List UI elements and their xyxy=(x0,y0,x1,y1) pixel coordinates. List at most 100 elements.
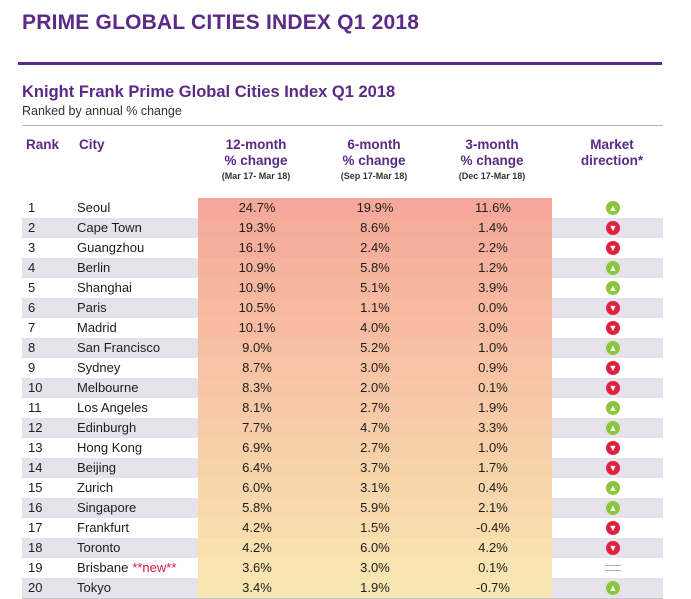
change-3-month-cell: 0.0% xyxy=(434,298,552,318)
title-divider xyxy=(18,62,662,65)
table-row: 4 Berlin 10.9% 5.8% 1.2% ▲ xyxy=(22,258,663,278)
change-6-month-cell: 1.1% xyxy=(316,298,434,318)
city-name: Paris xyxy=(77,300,107,315)
market-direction-cell: ▲ xyxy=(600,418,626,438)
header-3-month-line2: % change xyxy=(460,153,524,168)
change-6-month-cell: 6.0% xyxy=(316,538,434,558)
change-3-month-cell: 3.3% xyxy=(434,418,552,438)
flat-line-icon xyxy=(605,565,621,571)
header-divider xyxy=(22,125,663,126)
city-cell: Hong Kong xyxy=(77,438,142,458)
down-arrow-icon: ▼ xyxy=(606,541,620,555)
down-arrow-icon: ▼ xyxy=(606,521,620,535)
change-3-month-cell: 1.9% xyxy=(434,398,552,418)
change-3-month-cell: 1.0% xyxy=(434,438,552,458)
market-direction-cell: ▲ xyxy=(600,258,626,278)
change-6-month-cell: 1.5% xyxy=(316,518,434,538)
change-12-month-cell: 9.0% xyxy=(198,338,316,358)
up-arrow-icon: ▲ xyxy=(606,501,620,515)
city-name: Singapore xyxy=(77,500,137,515)
market-direction-cell: ▼ xyxy=(600,518,626,538)
city-cell: Shanghai xyxy=(77,278,132,298)
down-arrow-icon: ▼ xyxy=(606,301,620,315)
city-name: Melbourne xyxy=(77,380,139,395)
change-6-month-cell: 5.8% xyxy=(316,258,434,278)
table-row: 10 Melbourne 8.3% 2.0% 0.1% ▼ xyxy=(22,378,663,398)
change-6-month-cell: 5.2% xyxy=(316,338,434,358)
change-3-month-cell: 1.7% xyxy=(434,458,552,478)
city-name: Cape Town xyxy=(77,220,142,235)
change-6-month-cell: 5.1% xyxy=(316,278,434,298)
rank-cell: 20 xyxy=(28,580,43,595)
city-cell: Sydney xyxy=(77,358,120,378)
change-12-month-cell: 4.2% xyxy=(198,518,316,538)
table-row: 12 Edinburgh 7.7% 4.7% 3.3% ▲ xyxy=(22,418,663,438)
header-12-month-line1: 12-month xyxy=(225,137,287,152)
city-cell: Melbourne xyxy=(77,378,138,398)
header-3-month-period: (Dec 17-Mar 18) xyxy=(458,171,526,181)
table-row: 19 Brisbane **new** 3.6% 3.0% 0.1% xyxy=(22,558,663,578)
rank-cell: 9 xyxy=(28,360,36,375)
change-12-month-cell: 7.7% xyxy=(198,418,316,438)
table-row: 11 Los Angeles 8.1% 2.7% 1.9% ▲ xyxy=(22,398,663,418)
header-6-month-line1: 6-month xyxy=(347,137,401,152)
market-direction-cell: ▲ xyxy=(600,398,626,418)
table-row: 1 Seoul 24.7% 19.9% 11.6% ▲ xyxy=(22,198,663,218)
market-direction-cell: ▼ xyxy=(600,358,626,378)
city-name: Sydney xyxy=(77,360,121,375)
market-direction-cell: ▲ xyxy=(600,478,626,498)
table-subtitle: Ranked by annual % change xyxy=(22,104,182,118)
city-cell: Beijing xyxy=(77,458,116,478)
city-cell: Toronto xyxy=(77,538,120,558)
change-3-month-cell: 11.6% xyxy=(434,198,552,218)
rank-cell: 18 xyxy=(28,540,43,555)
change-3-month-cell: 1.2% xyxy=(434,258,552,278)
rank-cell: 5 xyxy=(28,280,36,295)
header-rank: Rank xyxy=(26,137,60,152)
change-6-month-cell: 3.1% xyxy=(316,478,434,498)
change-12-month-cell: 10.9% xyxy=(198,278,316,298)
city-cell: Frankfurt xyxy=(77,518,129,538)
rank-cell: 14 xyxy=(28,460,43,475)
city-name: Edinburgh xyxy=(77,420,137,435)
table-row: 7 Madrid 10.1% 4.0% 3.0% ▼ xyxy=(22,318,663,338)
header-12-month-line2: % change xyxy=(224,153,288,168)
change-12-month-cell: 6.9% xyxy=(198,438,316,458)
rank-cell: 7 xyxy=(28,320,36,335)
change-12-month-cell: 5.8% xyxy=(198,498,316,518)
city-name: Los Angeles xyxy=(77,400,148,415)
down-arrow-icon: ▼ xyxy=(606,321,620,335)
change-6-month-cell: 2.7% xyxy=(316,398,434,418)
change-3-month-cell: 0.4% xyxy=(434,478,552,498)
change-3-month-cell: 2.1% xyxy=(434,498,552,518)
up-arrow-icon: ▲ xyxy=(606,481,620,495)
table-row: 15 Zurich 6.0% 3.1% 0.4% ▲ xyxy=(22,478,663,498)
change-12-month-cell: 10.9% xyxy=(198,258,316,278)
change-3-month-cell: 1.0% xyxy=(434,338,552,358)
market-direction-cell: ▼ xyxy=(600,238,626,258)
city-name: Shanghai xyxy=(77,280,132,295)
market-direction-cell: ▼ xyxy=(600,458,626,478)
city-name: Hong Kong xyxy=(77,440,143,455)
rank-cell: 8 xyxy=(28,340,36,355)
city-cell: Tokyo xyxy=(77,578,111,598)
change-3-month-cell: 2.2% xyxy=(434,238,552,258)
city-name: Guangzhou xyxy=(77,240,145,255)
table-row: 16 Singapore 5.8% 5.9% 2.1% ▲ xyxy=(22,498,663,518)
city-cell: Paris xyxy=(77,298,107,318)
change-12-month-cell: 3.6% xyxy=(198,558,316,578)
city-cell: Zurich xyxy=(77,478,113,498)
table-row: 20 Tokyo 3.4% 1.9% -0.7% ▲ xyxy=(22,578,663,598)
change-12-month-cell: 16.1% xyxy=(198,238,316,258)
city-cell: Singapore xyxy=(77,498,136,518)
header-6-month-line2: % change xyxy=(342,153,406,168)
header-city: City xyxy=(79,137,105,152)
change-12-month-cell: 4.2% xyxy=(198,538,316,558)
change-6-month-cell: 2.0% xyxy=(316,378,434,398)
down-arrow-icon: ▼ xyxy=(606,221,620,235)
change-3-month-cell: 1.4% xyxy=(434,218,552,238)
table-row: 18 Toronto 4.2% 6.0% 4.2% ▼ xyxy=(22,538,663,558)
city-name: San Francisco xyxy=(77,340,161,355)
up-arrow-icon: ▲ xyxy=(606,201,620,215)
rank-cell: 16 xyxy=(28,500,43,515)
